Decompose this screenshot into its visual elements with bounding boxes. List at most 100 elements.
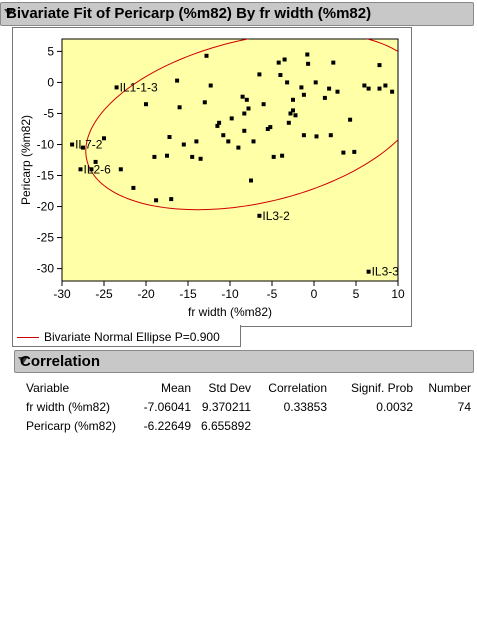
- data-point[interactable]: [268, 125, 273, 130]
- data-point[interactable]: [202, 100, 207, 105]
- bivariate-fit-header[interactable]: Bivariate Fit of Pericarp (%m82) By fr w…: [0, 2, 474, 26]
- table-row: fr width (%m82) -7.06041 9.370211 0.3385…: [20, 397, 471, 416]
- data-point[interactable]: [306, 61, 311, 66]
- x-tick-label: 10: [391, 287, 405, 301]
- confidence-ellipse: [85, 39, 398, 211]
- data-point[interactable]: [257, 213, 262, 218]
- data-point[interactable]: [70, 142, 75, 147]
- data-point[interactable]: [249, 178, 253, 183]
- data-point[interactable]: [93, 159, 98, 164]
- data-point[interactable]: [352, 149, 357, 154]
- data-point[interactable]: [276, 60, 281, 65]
- data-point[interactable]: [89, 167, 94, 172]
- data-point[interactable]: [288, 111, 293, 116]
- x-tick-label: -10: [221, 287, 239, 301]
- disclosure-triangle-icon[interactable]: [4, 9, 14, 16]
- y-tick-label: -5: [43, 106, 54, 120]
- data-point[interactable]: [181, 142, 186, 147]
- data-point[interactable]: [221, 133, 226, 138]
- data-point[interactable]: [78, 167, 83, 172]
- cell-correlation: 0.33853: [283, 399, 327, 414]
- data-point[interactable]: [280, 153, 285, 158]
- data-point[interactable]: [366, 269, 371, 274]
- data-point[interactable]: [215, 123, 220, 128]
- point-label: IL3-2: [262, 209, 290, 223]
- y-tick-label: -20: [37, 200, 55, 214]
- data-point[interactable]: [190, 154, 195, 159]
- data-point[interactable]: [313, 80, 318, 85]
- data-point[interactable]: [244, 97, 249, 102]
- x-axis-label: fr width (%m82): [188, 305, 272, 319]
- data-point[interactable]: [81, 145, 85, 150]
- data-point[interactable]: [390, 89, 395, 94]
- data-point[interactable]: [175, 78, 180, 83]
- cell-number: [413, 416, 471, 435]
- data-point[interactable]: [114, 85, 119, 90]
- data-point[interactable]: [152, 154, 157, 159]
- y-tick-label: 0: [47, 75, 54, 89]
- data-point[interactable]: [282, 57, 287, 62]
- data-point[interactable]: [341, 150, 346, 155]
- data-point[interactable]: [328, 133, 333, 138]
- data-point[interactable]: [331, 60, 336, 65]
- plot-frame: IL1-1-3 IL7-2 IL2-6 IL3-2 IL3-3 -30 -25 -20 -15…: [12, 27, 412, 327]
- data-point[interactable]: [242, 111, 247, 116]
- data-point[interactable]: [242, 128, 247, 133]
- data-point[interactable]: [299, 85, 304, 90]
- data-point[interactable]: [322, 95, 327, 100]
- cell-mean: -7.06041: [143, 399, 191, 414]
- data-point[interactable]: [240, 94, 245, 99]
- data-point[interactable]: [208, 83, 213, 88]
- cell-number: 74: [457, 399, 471, 414]
- data-point[interactable]: [278, 73, 283, 77]
- data-point[interactable]: [229, 116, 234, 121]
- data-point[interactable]: [305, 52, 310, 57]
- data-point[interactable]: [261, 102, 266, 107]
- data-point[interactable]: [236, 145, 241, 150]
- col-header-variable: Variable: [26, 380, 70, 395]
- data-point[interactable]: [291, 108, 295, 113]
- data-point[interactable]: [301, 133, 306, 138]
- cell-correlation: [251, 416, 327, 435]
- data-point[interactable]: [226, 139, 231, 144]
- data-point[interactable]: [177, 105, 182, 110]
- data-point[interactable]: [293, 113, 298, 118]
- correlation-header[interactable]: Correlation: [14, 350, 474, 373]
- data-point[interactable]: [167, 135, 172, 139]
- data-point[interactable]: [165, 153, 169, 158]
- scatter-chart[interactable]: IL1-1-3 IL7-2 IL2-6 IL3-2 IL3-3 -30 -25 -20 -15…: [13, 28, 411, 326]
- data-point[interactable]: [144, 102, 148, 107]
- data-point[interactable]: [154, 198, 159, 203]
- data-point[interactable]: [314, 134, 319, 139]
- data-point[interactable]: [362, 83, 367, 88]
- data-point[interactable]: [301, 92, 306, 97]
- data-point[interactable]: [194, 139, 199, 144]
- data-point[interactable]: [383, 83, 388, 88]
- data-point[interactable]: [291, 97, 295, 102]
- data-point[interactable]: [377, 86, 382, 91]
- table-header-row: Variable Mean Std Dev Correlation Signif…: [20, 378, 471, 397]
- data-point[interactable]: [257, 72, 262, 77]
- data-point[interactable]: [271, 154, 276, 159]
- data-point[interactable]: [251, 139, 256, 144]
- disclosure-triangle-icon[interactable]: [18, 357, 28, 364]
- data-point[interactable]: [366, 86, 371, 91]
- data-point[interactable]: [131, 185, 136, 190]
- data-point[interactable]: [265, 127, 270, 131]
- data-point[interactable]: [377, 63, 382, 68]
- correlation-title: Correlation: [20, 353, 101, 370]
- data-point[interactable]: [118, 167, 123, 172]
- data-point[interactable]: [327, 86, 332, 91]
- cell-variable: Pericarp (%m82): [26, 418, 117, 433]
- data-point[interactable]: [335, 89, 340, 94]
- data-point[interactable]: [198, 156, 203, 161]
- data-point[interactable]: [169, 197, 174, 202]
- data-point[interactable]: [204, 53, 209, 58]
- data-point[interactable]: [217, 120, 222, 125]
- data-point[interactable]: [286, 120, 291, 125]
- data-point[interactable]: [285, 80, 290, 85]
- point-label: IL7-2: [75, 138, 103, 152]
- data-point[interactable]: [348, 117, 353, 122]
- data-point[interactable]: [246, 106, 251, 111]
- data-point[interactable]: [102, 136, 106, 141]
